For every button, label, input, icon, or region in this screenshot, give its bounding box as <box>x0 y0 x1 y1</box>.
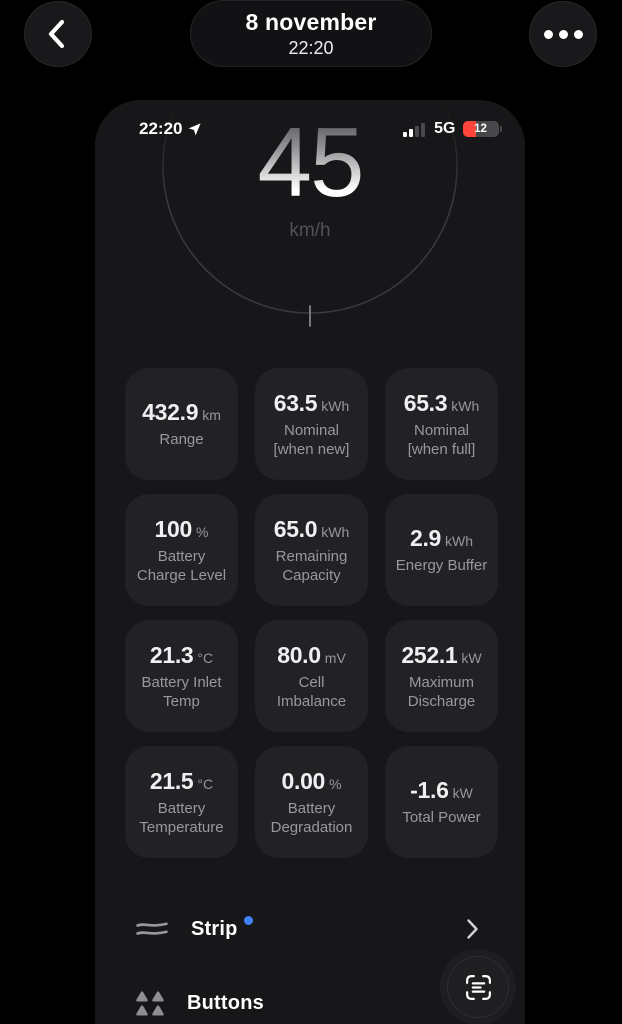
metric-label: Remaining Capacity <box>275 547 348 584</box>
metric-label: Battery Degradation <box>270 799 353 836</box>
metric-value: 65.0 <box>273 515 318 542</box>
metric-unit: kWh <box>445 533 474 549</box>
metric-card[interactable]: -1.6 kW Total Power <box>385 746 498 858</box>
phone-screen: 22:20 5G 12 <box>95 100 525 1024</box>
metric-card[interactable]: 21.3 °C Battery Inlet Temp <box>125 620 238 732</box>
page-title: 8 november <box>245 8 377 35</box>
metric-label: Battery Temperature <box>139 799 224 836</box>
speed-unit: km/h <box>289 219 331 241</box>
metric-value: 21.3 <box>149 641 194 668</box>
strip-label: Strip <box>191 917 238 940</box>
metric-value: 0.00 <box>281 767 326 794</box>
metric-label: Nominal [when new] <box>273 421 350 458</box>
metric-unit: kWh <box>321 397 350 414</box>
metric-label: Battery Charge Level <box>136 547 227 584</box>
strip-waves-icon <box>136 922 168 935</box>
metric-label: Energy Buffer <box>395 557 488 574</box>
metric-unit: % <box>329 775 342 792</box>
location-arrow-icon <box>189 122 202 135</box>
metric-card[interactable]: 63.5 kWh Nominal [when new] <box>255 368 368 480</box>
speed-value: 45 <box>257 107 364 217</box>
network-type: 5G <box>434 120 456 137</box>
metric-unit: % <box>196 523 209 540</box>
date-time-pill[interactable]: 8 november 22:20 <box>190 0 432 67</box>
text-scan-icon <box>465 974 491 1000</box>
metric-label: Battery Inlet Temp <box>141 673 222 710</box>
metric-unit: °C <box>197 649 214 666</box>
metric-value: 65.3 <box>403 389 448 416</box>
metric-unit: kW <box>461 649 482 666</box>
more-options-button[interactable] <box>529 1 597 67</box>
metric-label: Total Power <box>402 809 481 826</box>
list-item-buttons[interactable]: Buttons <box>135 980 365 1024</box>
battery-percent: 12 <box>474 123 487 135</box>
metric-card[interactable]: 65.0 kWh Remaining Capacity <box>255 494 368 606</box>
metric-card[interactable]: 2.9 kWh Energy Buffer <box>385 494 498 606</box>
metric-value: 63.5 <box>273 389 318 416</box>
metric-card[interactable]: 432.9 km Range <box>125 368 238 480</box>
page-subtitle: 22:20 <box>288 37 334 58</box>
metrics-grid: 432.9 km Range 63.5 kWh Nominal [when ne… <box>125 368 498 858</box>
metric-value: 100 <box>154 515 193 542</box>
chevron-left-icon <box>48 19 65 49</box>
metric-unit: kWh <box>321 523 350 540</box>
metric-label: Nominal [when full] <box>407 421 476 458</box>
status-bar: 22:20 5G 12 <box>139 119 502 139</box>
battery-fill <box>462 121 476 137</box>
scan-button[interactable] <box>447 956 509 1018</box>
metric-value: 80.0 <box>277 641 321 668</box>
metric-card[interactable]: 100 % Battery Charge Level <box>125 494 238 606</box>
metric-unit: km <box>202 407 221 423</box>
metric-value: 2.9 <box>409 525 442 551</box>
metric-unit: mV <box>324 649 346 666</box>
buttons-label: Buttons <box>187 991 264 1014</box>
notification-dot <box>243 915 253 925</box>
ellipsis-icon <box>543 29 583 39</box>
back-button[interactable] <box>24 1 92 67</box>
metric-label: Range <box>159 431 204 448</box>
metric-value: 432.9 <box>142 399 199 425</box>
status-time: 22:20 <box>139 119 183 138</box>
speedometer: 45 km/h <box>95 107 525 242</box>
list-item-strip[interactable]: Strip <box>135 906 479 952</box>
metric-label: Cell Imbalance <box>276 673 347 710</box>
metric-card[interactable]: 21.5 °C Battery Temperature <box>125 746 238 858</box>
metric-value: -1.6 <box>410 777 449 803</box>
metric-card[interactable]: 65.3 kWh Nominal [when full] <box>385 368 498 480</box>
chevron-right-icon <box>467 919 478 939</box>
metric-unit: kW <box>452 785 473 801</box>
battery-indicator: 12 <box>462 121 502 137</box>
metric-card[interactable]: 252.1 kW Maximum Discharge <box>385 620 498 732</box>
metric-card[interactable]: 80.0 mV Cell Imbalance <box>255 620 368 732</box>
buttons-shapes-icon <box>136 991 164 1015</box>
metric-value: 21.5 <box>149 767 194 794</box>
metric-unit: °C <box>197 775 214 792</box>
metric-unit: kWh <box>451 397 480 414</box>
metric-card[interactable]: 0.00 % Battery Degradation <box>255 746 368 858</box>
speed-gauge-arc <box>162 100 458 327</box>
metric-label: Maximum Discharge <box>407 673 476 710</box>
cellular-signal-icon <box>403 122 426 137</box>
metric-value: 252.1 <box>401 641 458 668</box>
battery-nub <box>499 126 502 132</box>
